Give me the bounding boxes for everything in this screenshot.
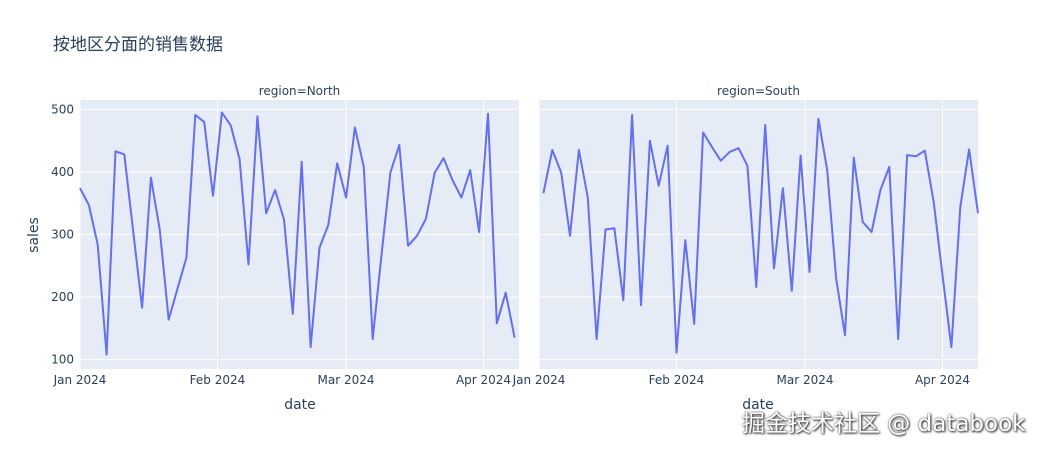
x-tick-label: Mar 2024	[318, 373, 375, 387]
x-tick-label: Mar 2024	[777, 373, 834, 387]
y-tick-label: 300	[51, 228, 74, 242]
y-tick-label: 200	[51, 290, 74, 304]
facet-panel-north: 100 200 300 400 500 Jan 2024 Feb 2024 Mar 2024 A…	[51, 84, 519, 387]
x-tick-label: Feb 2024	[190, 373, 246, 387]
series-line-south	[542, 114, 979, 354]
x-tick-label: Apr 2024	[456, 373, 511, 387]
facet-panel-south: Jan 2024 Feb 2024 Mar 2024 Apr 2024 region=S…	[512, 84, 979, 387]
x-axis-label-north: date	[284, 397, 316, 413]
y-tick-label: 500	[51, 102, 74, 116]
y-axis-label: sales	[26, 217, 42, 253]
x-tick-label: Jan 2024	[512, 373, 566, 387]
y-tick-label: 100	[51, 353, 74, 367]
series-line-north	[79, 111, 516, 356]
x-tick-label: Feb 2024	[649, 373, 705, 387]
y-tick-label: 400	[51, 165, 74, 179]
chart-title: 按地区分面的销售数据	[53, 35, 223, 55]
facet-label: region=North	[259, 84, 341, 98]
x-axis-label-south: date	[742, 397, 774, 413]
x-tick-label: Jan 2024	[53, 373, 107, 387]
x-tick-label: Apr 2024	[915, 373, 970, 387]
facet-label: region=South	[717, 84, 800, 98]
watermark: 掘金技术社区 @ databook	[742, 411, 1026, 437]
